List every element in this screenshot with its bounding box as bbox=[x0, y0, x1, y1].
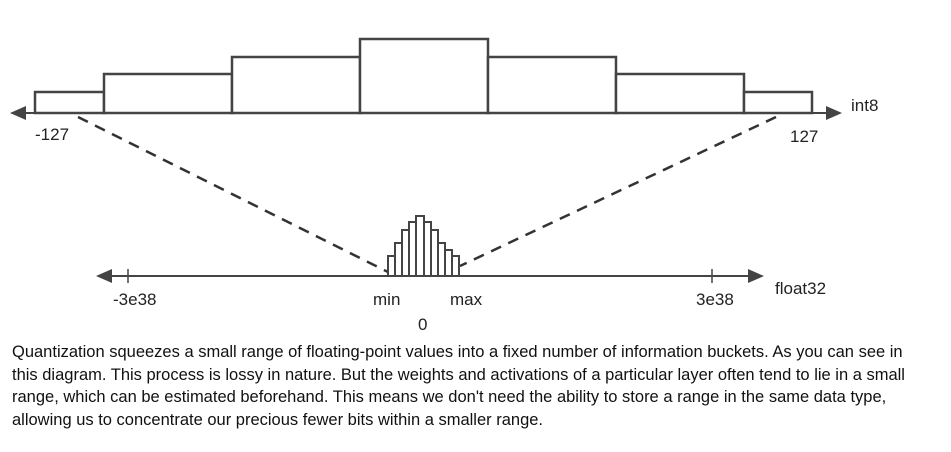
float32-bin-5 bbox=[415, 215, 425, 277]
mapping-line-min bbox=[77, 115, 389, 274]
float32-bin-2 bbox=[394, 242, 403, 277]
float32-axis-name: float32 bbox=[775, 279, 826, 298]
float32-axis-left-arrow-icon bbox=[96, 269, 112, 283]
int8-axis-name: int8 bbox=[851, 96, 878, 115]
mapping-line-max bbox=[459, 115, 777, 268]
int8-bucket-1 bbox=[33, 90, 106, 115]
float32-histogram bbox=[387, 215, 460, 277]
int8-bucket-3 bbox=[230, 55, 362, 115]
float32-min-label: -3e38 bbox=[113, 290, 156, 309]
zero-label: 0 bbox=[418, 315, 427, 334]
int8-max-label: 127 bbox=[790, 127, 818, 146]
range-max-label: max bbox=[450, 290, 483, 309]
float32-max-label: 3e38 bbox=[696, 290, 734, 309]
range-min-label: min bbox=[373, 290, 400, 309]
int8-axis bbox=[10, 106, 842, 120]
int8-bucket-2 bbox=[102, 72, 234, 115]
int8-bucket-4 bbox=[358, 37, 490, 115]
int8-axis-left-arrow-icon bbox=[10, 106, 26, 120]
int8-axis-right-arrow-icon bbox=[826, 106, 842, 120]
int8-bucket-7 bbox=[742, 90, 814, 115]
float32-bin-10 bbox=[451, 255, 460, 277]
int8-min-label: -127 bbox=[35, 125, 69, 144]
float32-bin-7 bbox=[430, 229, 439, 277]
int8-histogram bbox=[33, 37, 814, 115]
float32-bin-6 bbox=[423, 221, 432, 277]
int8-bucket-5 bbox=[486, 55, 618, 115]
float32-bin-9 bbox=[444, 249, 453, 277]
float32-axis-right-arrow-icon bbox=[748, 269, 764, 283]
float32-bin-1 bbox=[387, 255, 396, 277]
float32-bin-8 bbox=[437, 242, 446, 277]
float32-bin-4 bbox=[408, 221, 417, 277]
caption-text: Quantization squeezes a small range of f… bbox=[12, 343, 905, 429]
int8-bucket-6 bbox=[614, 72, 746, 115]
float32-bin-3 bbox=[401, 229, 410, 277]
mapping-lines bbox=[77, 115, 777, 274]
quantization-diagram: -127 127 int8 -3e38 3e38 float32 min max… bbox=[10, 37, 878, 334]
